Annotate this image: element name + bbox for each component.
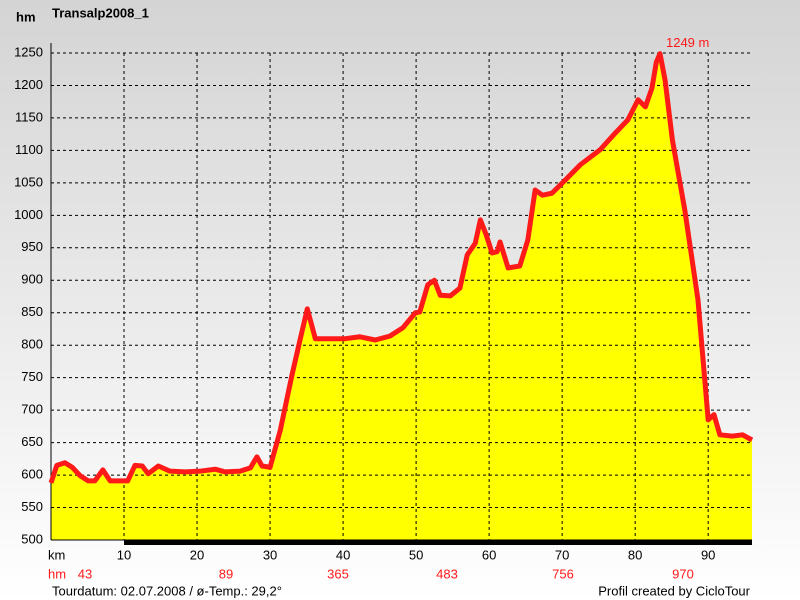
x-tick-label: 70	[555, 547, 569, 562]
y-tick-label: 1100	[15, 142, 43, 157]
x-tick-label: 90	[701, 547, 715, 562]
x-tick-label: 10	[117, 547, 131, 562]
y-tick-label: 900	[21, 272, 43, 287]
y-tick-label: 700	[21, 402, 43, 417]
chart-title: Transalp2008_1	[52, 5, 149, 20]
climb-value: 970	[672, 566, 694, 581]
y-tick-label: 800	[21, 337, 43, 352]
footer-left: Tourdatum: 02.07.2008 / ø-Temp.: 29,2°	[52, 583, 282, 598]
peak-annotation: 1249 m	[666, 35, 709, 50]
y-tick-label: 950	[21, 239, 43, 254]
climb-value: 89	[219, 566, 233, 581]
x-tick-label: 60	[482, 547, 496, 562]
footer-right: Profil created by CicloTour	[598, 583, 750, 598]
y-tick-label: 750	[21, 369, 43, 384]
y-tick-label: 1250	[14, 44, 43, 59]
profile-line	[48, 51, 754, 484]
y-tick-label: 1000	[14, 207, 43, 222]
y-tick-label: 1150	[15, 109, 43, 124]
x-axis-label: km	[48, 547, 65, 562]
x-tick-label: 20	[190, 547, 204, 562]
y-tick-label: 1200	[14, 77, 43, 92]
x-axis-bar	[124, 540, 753, 545]
x-tick-label: 80	[628, 547, 642, 562]
climb-value: 756	[552, 566, 574, 581]
y-tick-label: 850	[21, 304, 43, 319]
climb-value: 43	[78, 566, 92, 581]
climb-label: hm	[48, 566, 66, 581]
climb-value: 365	[327, 566, 349, 581]
y-tick-label: 650	[21, 434, 43, 449]
profile-area	[51, 53, 752, 541]
y-tick-label: 550	[21, 499, 43, 514]
y-tick-label: 1050	[14, 174, 43, 189]
y-axis-label: hm	[16, 9, 36, 24]
y-tick-label: 500	[21, 531, 43, 546]
x-tick-label: 50	[409, 547, 423, 562]
x-tick-label: 30	[263, 547, 277, 562]
y-tick-label: 600	[21, 467, 43, 482]
climb-value: 483	[436, 566, 458, 581]
x-tick-label: 40	[336, 547, 350, 562]
